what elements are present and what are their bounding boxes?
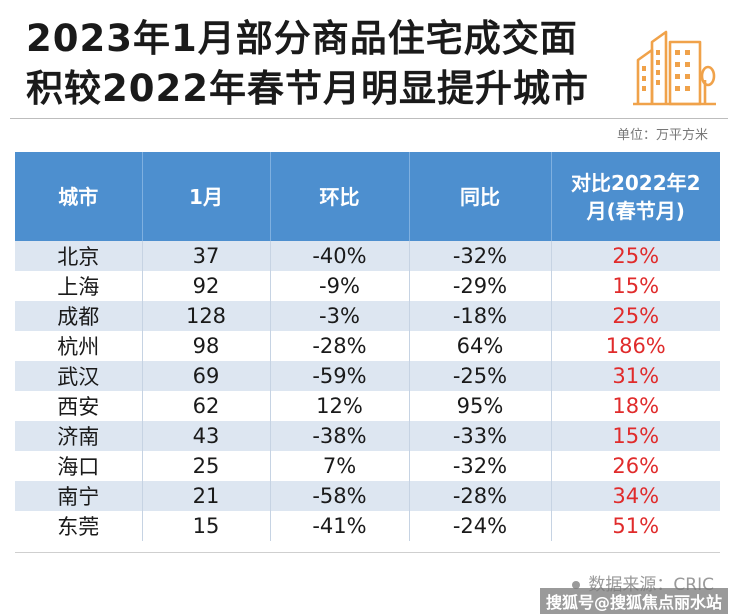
cell-mom: 7% [270,451,410,481]
cell-yoy: -32% [409,241,552,271]
cell-vs2022: 51% [551,511,720,541]
cell-jan: 128 [142,301,271,331]
cell-city: 上海 [15,271,143,301]
header-jan: 1月 [142,152,271,241]
bullet-dot-icon [572,581,581,589]
cell-jan: 62 [142,391,271,421]
title-line-1: 2023年1月部分商品住宅成交面 [26,17,578,60]
cell-jan: 43 [142,421,271,451]
cell-mom: -40% [270,241,410,271]
cell-city: 北京 [15,241,143,271]
table-bottom-divider [15,552,720,553]
table-header-row: 城市 1月 环比 同比 对比2022年2 月(春节月) [15,152,720,241]
cell-vs2022: 25% [551,241,720,271]
cell-city: 东莞 [15,511,143,541]
cell-jan: 37 [142,241,271,271]
header-yoy: 同比 [409,152,552,241]
cell-jan: 21 [142,481,271,511]
cell-yoy: 95% [409,391,552,421]
header-vs2022-line1: 对比2022年2 [570,170,701,195]
cell-city: 西安 [15,391,143,421]
cell-yoy: -25% [409,361,552,391]
cell-vs2022: 15% [551,421,720,451]
table-row: 成都 128 -3% -18% 25% [15,301,720,331]
table-row: 海口 25 7% -32% 26% [15,451,720,481]
cell-city: 济南 [15,421,143,451]
cell-mom: -59% [270,361,410,391]
table-row: 东莞 15 -41% -24% 51% [15,511,720,541]
cell-jan: 92 [142,271,271,301]
cell-jan: 98 [142,331,271,361]
cell-vs2022: 18% [551,391,720,421]
title-line-2: 积较2022年春节月明显提升城市 [26,67,589,110]
cell-vs2022: 26% [551,451,720,481]
cell-yoy: -28% [409,481,552,511]
cell-yoy: 64% [409,331,552,361]
cell-mom: 12% [270,391,410,421]
header-city: 城市 [15,152,143,241]
cell-mom: -58% [270,481,410,511]
cell-city: 武汉 [15,361,143,391]
cell-mom: -28% [270,331,410,361]
table-row: 杭州 98 -28% 64% 186% [15,331,720,361]
watermark: 搜狐号@搜狐焦点丽水站 [539,588,728,614]
cell-yoy: -33% [409,421,552,451]
header-mom: 环比 [270,152,410,241]
cell-vs2022: 34% [551,481,720,511]
table-row: 武汉 69 -59% -25% 31% [15,361,720,391]
cell-jan: 69 [142,361,271,391]
header-vs2022: 对比2022年2 月(春节月) [551,152,720,241]
cell-mom: -3% [270,301,410,331]
table-row: 北京 37 -40% -32% 25% [15,241,720,271]
cell-city: 海口 [15,451,143,481]
city-buildings-icon [633,30,716,106]
cell-vs2022: 31% [551,361,720,391]
header-vs2022-line2: 月(春节月) [586,198,685,223]
cell-mom: -9% [270,271,410,301]
cell-mom: -41% [270,511,410,541]
cell-city: 成都 [15,301,143,331]
cell-jan: 25 [142,451,271,481]
unit-label: 单位：万平方米 [616,128,708,143]
cell-city: 南宁 [15,481,143,511]
table-row: 西安 62 12% 95% 18% [15,391,720,421]
cell-mom: -38% [270,421,410,451]
cell-vs2022: 25% [551,301,720,331]
table-row: 南宁 21 -58% -28% 34% [15,481,720,511]
cell-yoy: -29% [409,271,552,301]
city-area-table: 城市 1月 环比 同比 对比2022年2 月(春节月) 北京 37 -40% -32%… [15,152,720,541]
title-divider [10,118,728,119]
cell-vs2022: 186% [551,331,720,361]
cell-jan: 15 [142,511,271,541]
table-row: 济南 43 -38% -33% 15% [15,421,720,451]
cell-yoy: -18% [409,301,552,331]
cell-city: 杭州 [15,331,143,361]
cell-vs2022: 15% [551,271,720,301]
table-row: 上海 92 -9% -29% 15% [15,271,720,301]
cell-yoy: -24% [409,511,552,541]
cell-yoy: -32% [409,451,552,481]
page-title: 2023年1月部分商品住宅成交面 积较2022年春节月明显提升城市 [26,14,589,114]
